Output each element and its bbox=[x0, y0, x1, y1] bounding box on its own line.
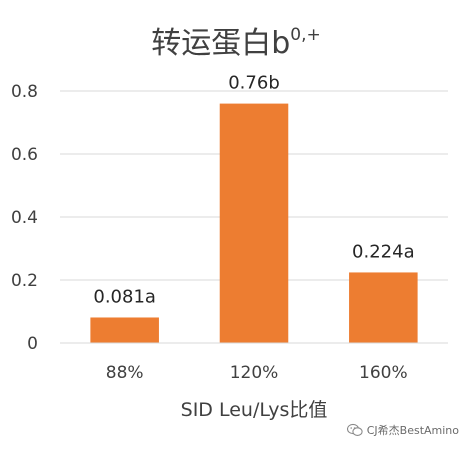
x-category-label: 160% bbox=[359, 363, 408, 383]
data-label: 0.76b bbox=[228, 73, 280, 94]
y-tick-label: 0.4 bbox=[11, 208, 38, 228]
bars bbox=[90, 103, 418, 343]
bar bbox=[219, 103, 289, 343]
data-label: 0.224a bbox=[352, 241, 415, 262]
y-tick-label: 0.2 bbox=[11, 271, 38, 291]
data-labels: 0.081a 0.76b 0.224a bbox=[93, 73, 414, 308]
chart-title: 转运蛋白b0,+ bbox=[151, 25, 321, 61]
y-tick-label: 0.8 bbox=[11, 82, 38, 102]
x-axis-label: SID Leu/Lys比值 bbox=[181, 399, 328, 421]
watermark: CJ希杰BestAmino bbox=[346, 422, 459, 438]
chart-title-main: 转运蛋白b bbox=[151, 26, 290, 61]
wechat-icon bbox=[346, 423, 363, 436]
bar bbox=[349, 272, 418, 343]
y-tick-label: 0.6 bbox=[11, 145, 38, 165]
x-category-label: 88% bbox=[106, 363, 144, 383]
y-axis-ticks: 0 0.2 0.4 0.6 0.8 bbox=[11, 82, 38, 354]
x-category-label: 120% bbox=[230, 363, 279, 383]
chart-title-superscript: 0,+ bbox=[290, 25, 320, 45]
data-label: 0.081a bbox=[93, 286, 156, 307]
category-labels: 88% 120% 160% bbox=[106, 363, 408, 383]
watermark-text: CJ希杰BestAmino bbox=[366, 424, 459, 437]
y-tick-label: 0 bbox=[27, 334, 38, 354]
bar bbox=[90, 317, 159, 343]
